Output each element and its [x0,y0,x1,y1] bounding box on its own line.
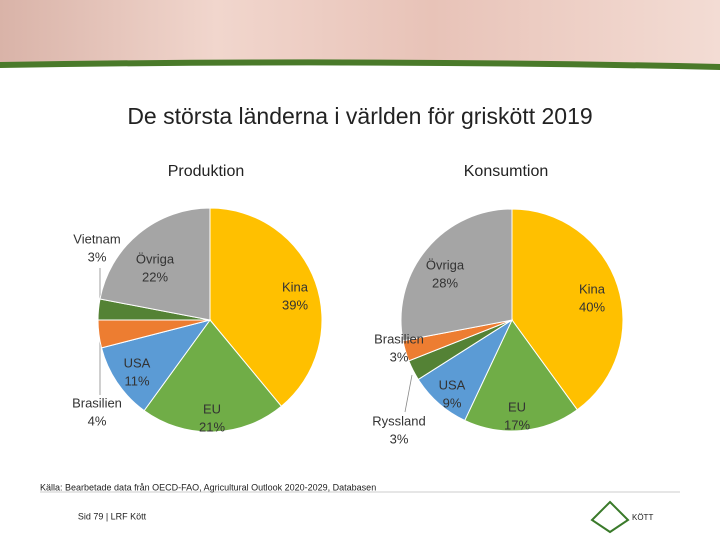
footer: Sid 79 | LRF Kött [78,511,147,521]
slice-label: 28% [432,275,458,290]
pie-slice [511,208,624,411]
slice-label: 3% [390,431,409,446]
slice-label: 3% [88,249,107,264]
pie-slice [464,319,578,432]
slide-title: De största länderna i världen för griskö… [127,103,592,129]
pie-slice [209,207,323,408]
slice-label: 40% [579,299,605,314]
slice-name: Brasilien [374,331,424,346]
banner-stripe [0,59,720,70]
slice-name: EU [508,399,526,414]
slice-name: Kina [282,279,309,294]
slice-name: EU [203,401,221,416]
logo-icon [590,500,630,534]
chart-title: Konsumtion [464,163,549,180]
slice-label: 17% [504,417,530,432]
slice-label: 22% [142,269,168,284]
slice-name: Ryssland [372,413,425,428]
chart-title: Produktion [168,163,245,180]
pie-slice [400,208,513,342]
slice-label: 11% [124,373,149,388]
banner-photo [0,0,720,64]
slice-label: 3% [390,349,409,364]
slice-label: 39% [282,297,308,312]
slice-name: Brasilien [72,395,122,410]
source: Källa: Bearbetade data från OECD-FAO, Ag… [40,482,376,492]
pie-slice [100,319,212,412]
slice-label: 9% [443,395,462,410]
slice-name: USA [439,377,466,392]
slice-name: Vietnam [73,231,120,246]
pie-slice [143,319,283,433]
slice-name: USA [124,355,151,370]
slice-name: Övriga [426,257,465,272]
slice-name: Övriga [136,251,175,266]
pie-slice [99,207,211,321]
leader-line [404,374,413,413]
slice-label: 21% [199,419,225,434]
logo-text: KÖTT [632,513,653,522]
logo: KÖTT [590,500,653,534]
slice-label: 4% [88,413,107,428]
slice-name: Kina [579,281,606,296]
